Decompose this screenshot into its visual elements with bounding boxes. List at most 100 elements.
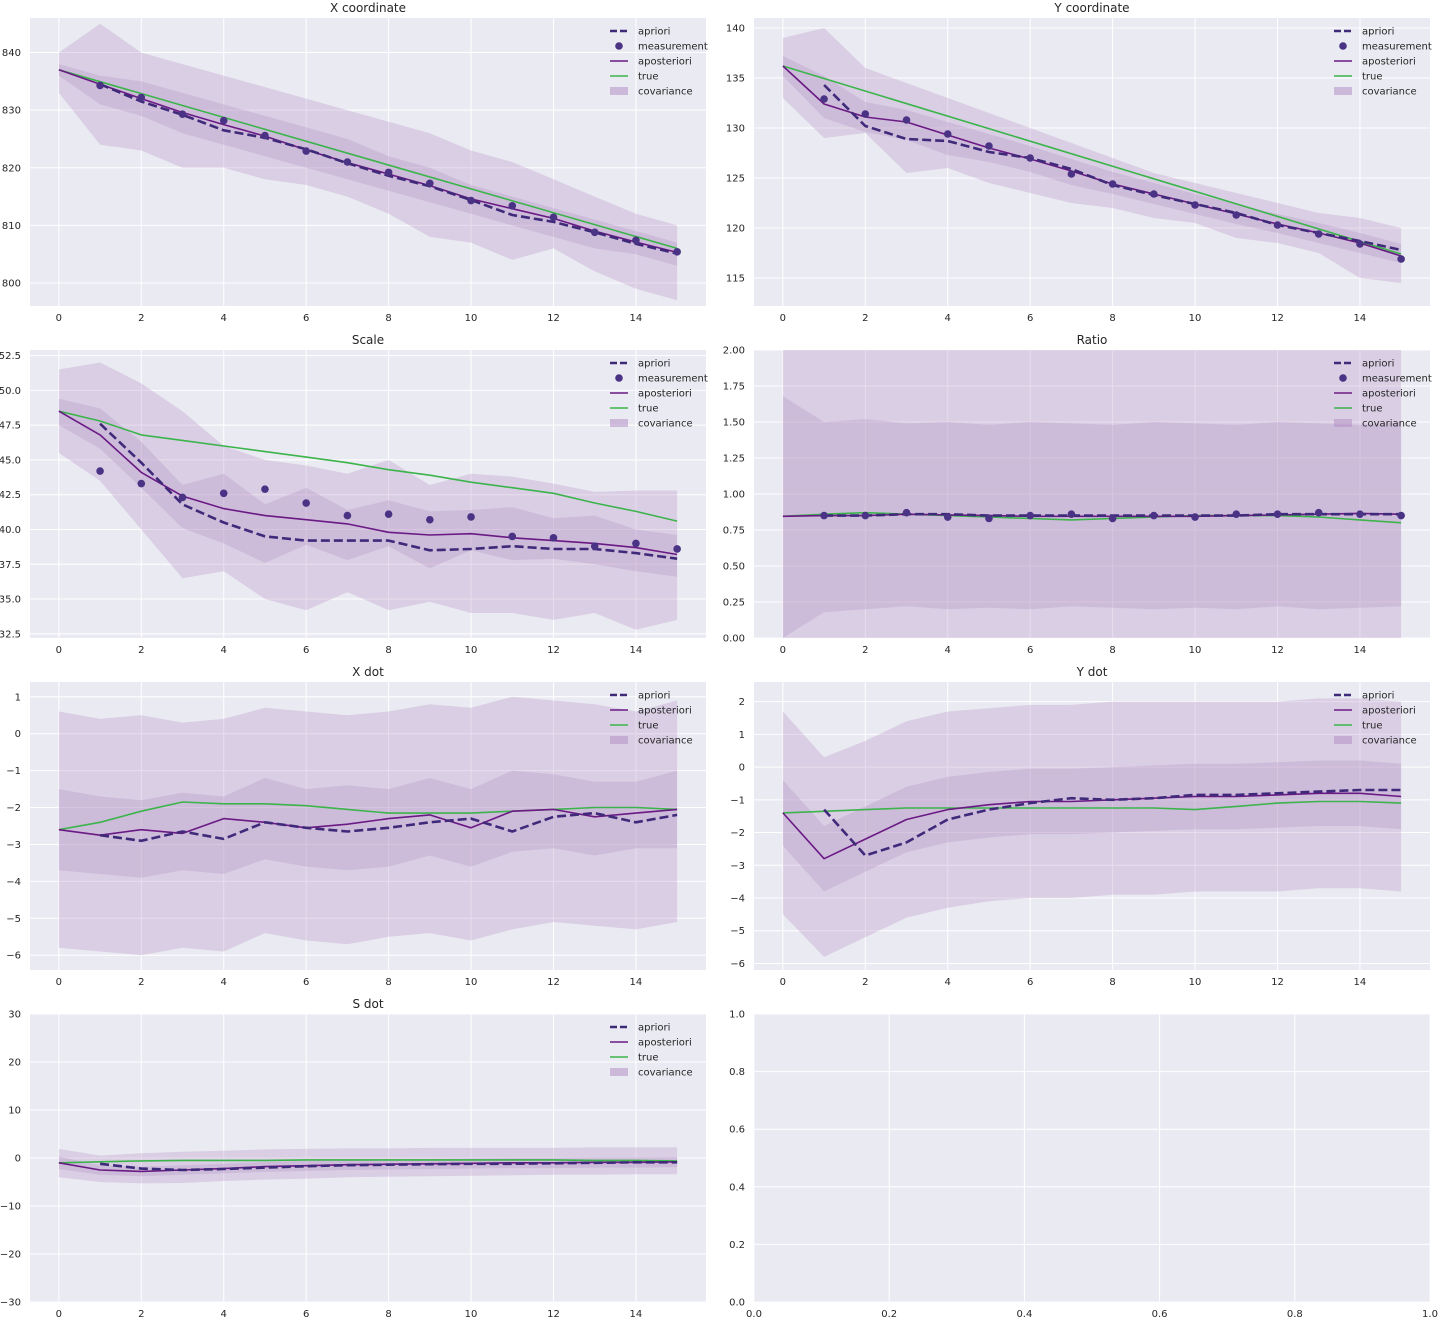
legend: apriori measurement aposteriori true covaria…: [610, 359, 708, 430]
measurement-point: [902, 116, 911, 124]
legend-covariance-swatch: [1334, 87, 1352, 95]
y-tick-label: −2: [730, 828, 745, 839]
legend-label: aposteriori: [638, 1038, 692, 1049]
subplot-8: 0.0 0.2 0.4 0.6 0.8 1.0 0.0 0.2 0.4 0.6 0.8 1.0: [729, 1010, 1438, 1321]
subplot-title: S dot: [352, 997, 383, 1011]
legend: apriori aposteriori true covariance: [1334, 691, 1417, 747]
x-tick-label: 2: [138, 1309, 144, 1320]
measurement-point: [1150, 190, 1158, 198]
y-tick-label: −2: [6, 803, 21, 814]
legend-label: aposteriori: [1362, 389, 1416, 400]
y-tick-label: 45.0: [0, 455, 21, 466]
x-tick-label: 8: [385, 645, 391, 656]
legend-label: covariance: [1362, 87, 1417, 98]
legend-label: apriori: [638, 691, 670, 702]
measurement-point: [137, 93, 146, 102]
subplot-title: Y dot: [1076, 665, 1108, 679]
x-tick-label: 4: [945, 313, 951, 324]
legend-label: covariance: [638, 419, 693, 430]
x-tick-label: 10: [1189, 645, 1202, 656]
x-tick-label: 0.8: [1287, 1309, 1303, 1320]
legend-label: apriori: [1362, 27, 1394, 38]
y-tick-label: 0.8: [729, 1067, 745, 1078]
legend-label: apriori: [1362, 691, 1394, 702]
measurement-point: [1232, 211, 1241, 219]
x-tick-label: 14: [630, 977, 643, 988]
y-tick-label: −5: [730, 926, 745, 937]
x-tick-label: 2: [138, 313, 144, 324]
true-line: [58, 801, 678, 831]
measurement-point: [467, 513, 475, 521]
y-tick-label: 0.4: [729, 1182, 745, 1193]
measurement-point: [137, 479, 146, 488]
x-tick-label: 14: [630, 1309, 643, 1320]
y-tick-label: 40.0: [0, 525, 21, 536]
x-tick-label: 4: [221, 977, 227, 988]
legend-measurement-swatch: [615, 374, 623, 382]
legend: apriori aposteriori true covariance: [610, 691, 693, 747]
measurement-point: [178, 110, 187, 118]
covariance-band-inner: [58, 770, 678, 878]
measurement-point: [1108, 514, 1117, 523]
y-tick-label: −20: [0, 1250, 21, 1261]
x-tick-label: 8: [1109, 977, 1115, 988]
legend-covariance-swatch: [610, 419, 628, 427]
covariance-band-inner: [58, 1156, 678, 1177]
legend-label: measurement: [638, 42, 708, 53]
plot-area: [754, 1014, 1430, 1302]
legend-label: covariance: [638, 1068, 693, 1079]
measurement-point: [943, 513, 952, 521]
covariance-band-inner: [782, 56, 1402, 263]
y-tick-label: 1.00: [723, 490, 745, 501]
x-tick-label: 12: [547, 977, 560, 988]
true-line: [782, 800, 1402, 814]
y-tick-label: 32.5: [0, 629, 21, 640]
x-tick-label: 4: [221, 313, 227, 324]
y-tick-label: 0.00: [723, 634, 745, 645]
y-tick-label: 800: [2, 278, 21, 289]
legend-label: aposteriori: [638, 706, 692, 717]
plot-area: [754, 682, 1430, 970]
x-tick-label: 8: [1109, 313, 1115, 324]
y-tick-label: −3: [730, 861, 745, 872]
y-tick-label: 50.0: [0, 386, 21, 397]
true-line: [782, 65, 1402, 255]
apriori-line: [99, 422, 678, 560]
y-tick-label: −30: [0, 1298, 21, 1309]
legend-label: true: [1362, 72, 1383, 83]
legend-label: true: [638, 1053, 659, 1064]
legend-label: true: [1362, 721, 1383, 732]
x-tick-label: 10: [465, 977, 478, 988]
x-tick-label: 14: [630, 645, 643, 656]
apriori-line: [823, 788, 1402, 857]
measurement-point: [1356, 510, 1364, 518]
x-tick-label: 6: [1027, 313, 1033, 324]
subplot-title: X dot: [352, 665, 384, 679]
x-tick-label: 0.0: [746, 1309, 762, 1320]
measurement-point: [549, 213, 558, 222]
measurement-point: [1232, 510, 1241, 518]
covariance-band-outer: [58, 23, 678, 301]
measurement-point: [467, 196, 475, 205]
x-tick-label: 6: [1027, 645, 1033, 656]
y-tick-label: −5: [6, 914, 21, 925]
x-tick-label: 2: [862, 313, 868, 324]
true-line: [58, 69, 678, 250]
measurement-point: [343, 158, 352, 166]
apriori-line: [99, 811, 678, 843]
legend-label: covariance: [1362, 419, 1417, 430]
y-tick-label: 1.75: [723, 382, 745, 393]
measurement-point: [261, 131, 269, 140]
measurement-point: [861, 511, 870, 520]
legend-covariance-swatch: [610, 736, 628, 744]
measurement-point: [426, 179, 434, 188]
legend-measurement-swatch: [1339, 374, 1347, 382]
subplot-title: Y coordinate: [1053, 1, 1129, 15]
legend-label: true: [638, 721, 659, 732]
legend-label: true: [638, 72, 659, 83]
legend-label: apriori: [638, 1023, 670, 1034]
x-tick-label: 12: [1271, 977, 1284, 988]
measurement-point: [1273, 221, 1282, 229]
x-tick-label: 0: [780, 313, 786, 324]
